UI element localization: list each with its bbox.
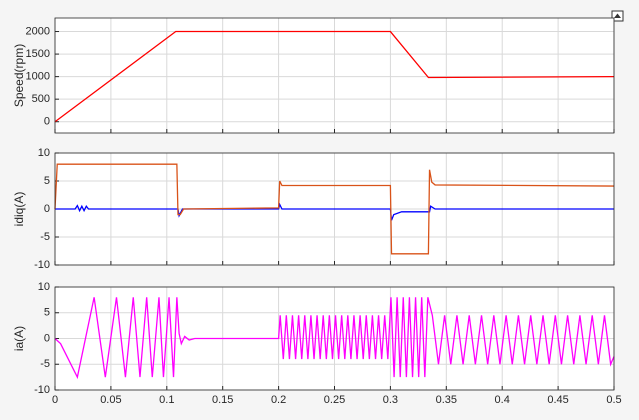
y-tick-label: 10: [38, 281, 50, 293]
y-tick-label: -5: [40, 231, 50, 243]
y-axis-label: ia(A): [12, 326, 26, 351]
y-tick-label: -5: [40, 358, 50, 370]
x-tick-label: 0.05: [100, 394, 121, 406]
data-line: [55, 202, 614, 221]
y-tick-label: 5: [44, 175, 50, 187]
y-tick-label: 2000: [26, 25, 50, 37]
x-tick-label: 0.45: [547, 394, 568, 406]
axes-frame: [54, 152, 615, 266]
restore-button[interactable]: [611, 10, 624, 22]
y-tick-label: -10: [34, 259, 50, 271]
button-icon[interactable]: [614, 13, 621, 19]
data-line: [54, 30, 615, 123]
x-tick-label: 0.4: [495, 394, 510, 406]
y-tick-label: 10: [38, 147, 50, 159]
x-tick-label: 0.15: [212, 394, 233, 406]
x-tick-label: 0.2: [271, 394, 286, 406]
x-tick-label: 0.5: [606, 394, 621, 406]
x-tick-label: 0.35: [436, 394, 457, 406]
axes-frame: [54, 286, 615, 391]
y-tick-label: -10: [34, 384, 50, 396]
axes-frame: [54, 17, 615, 134]
x-tick-label: 0: [52, 394, 58, 406]
y-tick-label: 0: [44, 116, 50, 128]
y-tick-label: 1500: [26, 48, 50, 60]
x-tick-label: 0.25: [324, 394, 345, 406]
y-axis-label: idiq(A): [12, 192, 26, 227]
y-axis-label: Speed(rpm): [12, 44, 26, 107]
data-line: [54, 297, 615, 380]
y-tick-label: 0: [44, 332, 50, 344]
y-tick-label: 500: [32, 93, 50, 105]
y-tick-label: 1000: [26, 71, 50, 83]
x-tick-label: 0.1: [159, 394, 174, 406]
data-line: [54, 163, 615, 255]
y-tick-label: 0: [44, 203, 50, 215]
x-tick-label: 0.3: [383, 394, 398, 406]
y-tick-label: 5: [44, 307, 50, 319]
